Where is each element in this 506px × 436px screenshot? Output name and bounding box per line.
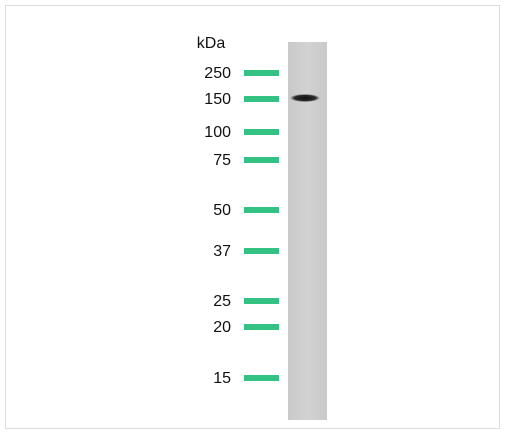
marker-band: [244, 324, 279, 330]
frame: [6, 6, 500, 429]
marker-band: [244, 129, 279, 135]
marker-label: 37: [213, 243, 231, 260]
page: kDa 250150100755037252015 (() => { const…: [0, 0, 506, 431]
marker-band: [244, 298, 279, 304]
marker-band: [244, 375, 279, 381]
marker-label: 20: [213, 319, 231, 336]
marker-band: [244, 70, 279, 76]
marker-label: 15: [213, 370, 231, 387]
marker-label: 75: [213, 152, 231, 169]
marker-label: 100: [204, 124, 231, 141]
unit-label: kDa: [197, 35, 226, 52]
marker-label: 25: [213, 293, 231, 310]
blot-figure: kDa 250 150 100 75 50 37 25 20 15: [0, 0, 506, 431]
marker-band: [244, 96, 279, 102]
marker-label: 50: [213, 202, 231, 219]
marker-label: 150: [204, 91, 231, 108]
marker-band: [244, 207, 279, 213]
marker-band: [244, 248, 279, 254]
marker-label: 250: [204, 65, 231, 82]
marker-band: [244, 157, 279, 163]
protein-band: [290, 94, 320, 102]
